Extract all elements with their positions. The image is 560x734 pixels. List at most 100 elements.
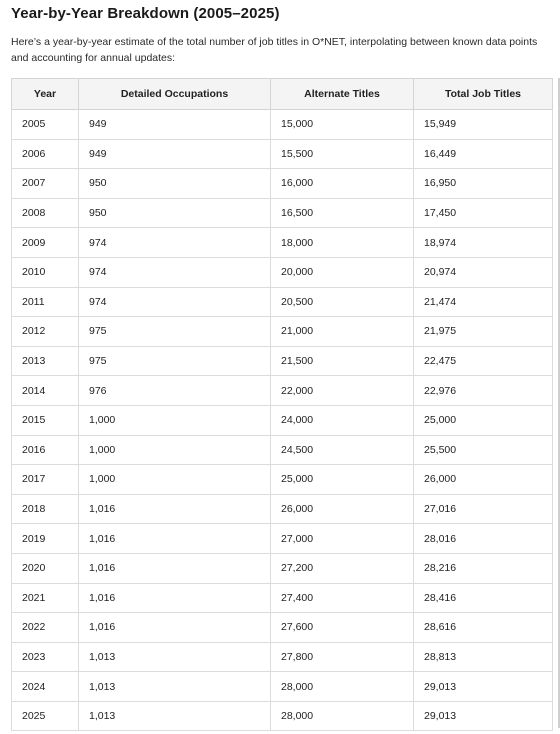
cell-year: 2016: [11, 434, 79, 466]
cell-detailed-occupations: 1,016: [78, 582, 271, 614]
table-row: 2015 1,000 24,000 25,000: [11, 404, 553, 436]
cell-alternate-titles: 27,600: [270, 612, 414, 643]
table-row: 2013 975 21,500 22,475: [11, 345, 553, 377]
data-table-container: Year Detailed Occupations Alternate Titl…: [11, 78, 553, 732]
cell-year: 2015: [11, 404, 79, 436]
cell-total-job-titles: 16,950: [413, 168, 553, 199]
cell-year: 2013: [11, 345, 79, 377]
cell-total-job-titles: 18,974: [413, 227, 553, 258]
cell-year: 2017: [11, 464, 79, 495]
cell-detailed-occupations: 975: [78, 316, 271, 347]
cell-total-job-titles: 22,475: [413, 345, 553, 377]
cell-total-job-titles: 28,616: [413, 612, 553, 643]
section-title: Year-by-Year Breakdown (2005–2025): [11, 5, 280, 22]
cell-total-job-titles: 15,949: [413, 109, 553, 140]
cell-detailed-occupations: 1,016: [78, 612, 271, 643]
header-row: Year Detailed Occupations Alternate Titl…: [11, 78, 553, 110]
cell-total-job-titles: 28,813: [413, 641, 553, 673]
cell-detailed-occupations: 1,013: [78, 700, 271, 732]
table-row: 2018 1,016 26,000 27,016: [11, 493, 553, 525]
cell-alternate-titles: 21,500: [270, 345, 414, 377]
table-row: 2017 1,000 25,000 26,000: [11, 464, 553, 495]
cell-detailed-occupations: 1,016: [78, 552, 271, 584]
table-row: 2024 1,013 28,000 29,013: [11, 671, 553, 702]
cell-detailed-occupations: 950: [78, 168, 271, 199]
table-scroll-edge: [558, 78, 560, 728]
cell-year: 2005: [11, 109, 79, 140]
cell-detailed-occupations: 975: [78, 345, 271, 377]
cell-detailed-occupations: 1,000: [78, 434, 271, 466]
cell-year: 2018: [11, 493, 79, 525]
cell-alternate-titles: 20,500: [270, 286, 414, 318]
cell-alternate-titles: 28,000: [270, 700, 414, 732]
cell-total-job-titles: 20,974: [413, 256, 553, 288]
cell-alternate-titles: 24,500: [270, 434, 414, 466]
column-header-year: Year: [11, 78, 79, 110]
table-row: 2009 974 18,000 18,974: [11, 227, 553, 258]
table-row: 2023 1,013 27,800 28,813: [11, 641, 553, 673]
job-titles-table: Year Detailed Occupations Alternate Titl…: [11, 78, 553, 732]
cell-alternate-titles: 27,000: [270, 523, 414, 554]
cell-year: 2010: [11, 256, 79, 288]
table-row: 2025 1,013 28,000 29,013: [11, 700, 553, 732]
cell-year: 2008: [11, 197, 79, 229]
cell-alternate-titles: 21,000: [270, 316, 414, 347]
cell-year: 2011: [11, 286, 79, 318]
cell-total-job-titles: 25,500: [413, 434, 553, 466]
cell-total-job-titles: 28,016: [413, 523, 553, 554]
cell-alternate-titles: 16,000: [270, 168, 414, 199]
cell-year: 2023: [11, 641, 79, 673]
cell-detailed-occupations: 1,000: [78, 464, 271, 495]
cell-alternate-titles: 28,000: [270, 671, 414, 702]
cell-detailed-occupations: 1,016: [78, 493, 271, 525]
cell-total-job-titles: 16,449: [413, 138, 553, 170]
cell-year: 2012: [11, 316, 79, 347]
cell-detailed-occupations: 1,013: [78, 641, 271, 673]
cell-total-job-titles: 26,000: [413, 464, 553, 495]
table-row: 2010 974 20,000 20,974: [11, 256, 553, 288]
cell-total-job-titles: 29,013: [413, 700, 553, 732]
table-row: 2006 949 15,500 16,449: [11, 138, 553, 170]
table-row: 2020 1,016 27,200 28,216: [11, 552, 553, 584]
cell-year: 2019: [11, 523, 79, 554]
table-row: 2011 974 20,500 21,474: [11, 286, 553, 318]
cell-detailed-occupations: 1,016: [78, 523, 271, 554]
cell-detailed-occupations: 976: [78, 375, 271, 406]
cell-detailed-occupations: 1,013: [78, 671, 271, 702]
cell-alternate-titles: 27,400: [270, 582, 414, 614]
intro-paragraph: Here’s a year-by-year estimate of the to…: [11, 36, 538, 64]
cell-alternate-titles: 27,200: [270, 552, 414, 584]
cell-total-job-titles: 29,013: [413, 671, 553, 702]
cell-alternate-titles: 22,000: [270, 375, 414, 406]
cell-year: 2014: [11, 375, 79, 406]
column-header-alternate-titles: Alternate Titles: [270, 78, 414, 110]
cell-detailed-occupations: 949: [78, 138, 271, 170]
cell-alternate-titles: 15,500: [270, 138, 414, 170]
table-row: 2007 950 16,000 16,950: [11, 168, 553, 199]
cell-total-job-titles: 27,016: [413, 493, 553, 525]
column-header-detailed-occupations: Detailed Occupations: [78, 78, 271, 110]
cell-alternate-titles: 16,500: [270, 197, 414, 229]
cell-total-job-titles: 21,975: [413, 316, 553, 347]
table-row: 2014 976 22,000 22,976: [11, 375, 553, 406]
column-header-total-job-titles: Total Job Titles: [413, 78, 553, 110]
cell-year: 2006: [11, 138, 79, 170]
cell-total-job-titles: 21,474: [413, 286, 553, 318]
cell-detailed-occupations: 949: [78, 109, 271, 140]
table-row: 2021 1,016 27,400 28,416: [11, 582, 553, 614]
table-row: 2022 1,016 27,600 28,616: [11, 612, 553, 643]
cell-total-job-titles: 25,000: [413, 404, 553, 436]
cell-year: 2009: [11, 227, 79, 258]
cell-alternate-titles: 26,000: [270, 493, 414, 525]
table-row: 2008 950 16,500 17,450: [11, 197, 553, 229]
table-row: 2012 975 21,000 21,975: [11, 316, 553, 347]
cell-year: 2022: [11, 612, 79, 643]
cell-detailed-occupations: 974: [78, 227, 271, 258]
cell-alternate-titles: 18,000: [270, 227, 414, 258]
cell-detailed-occupations: 974: [78, 286, 271, 318]
cell-total-job-titles: 28,216: [413, 552, 553, 584]
table-row: 2005 949 15,000 15,949: [11, 109, 553, 140]
cell-year: 2021: [11, 582, 79, 614]
cell-total-job-titles: 22,976: [413, 375, 553, 406]
cell-alternate-titles: 27,800: [270, 641, 414, 673]
